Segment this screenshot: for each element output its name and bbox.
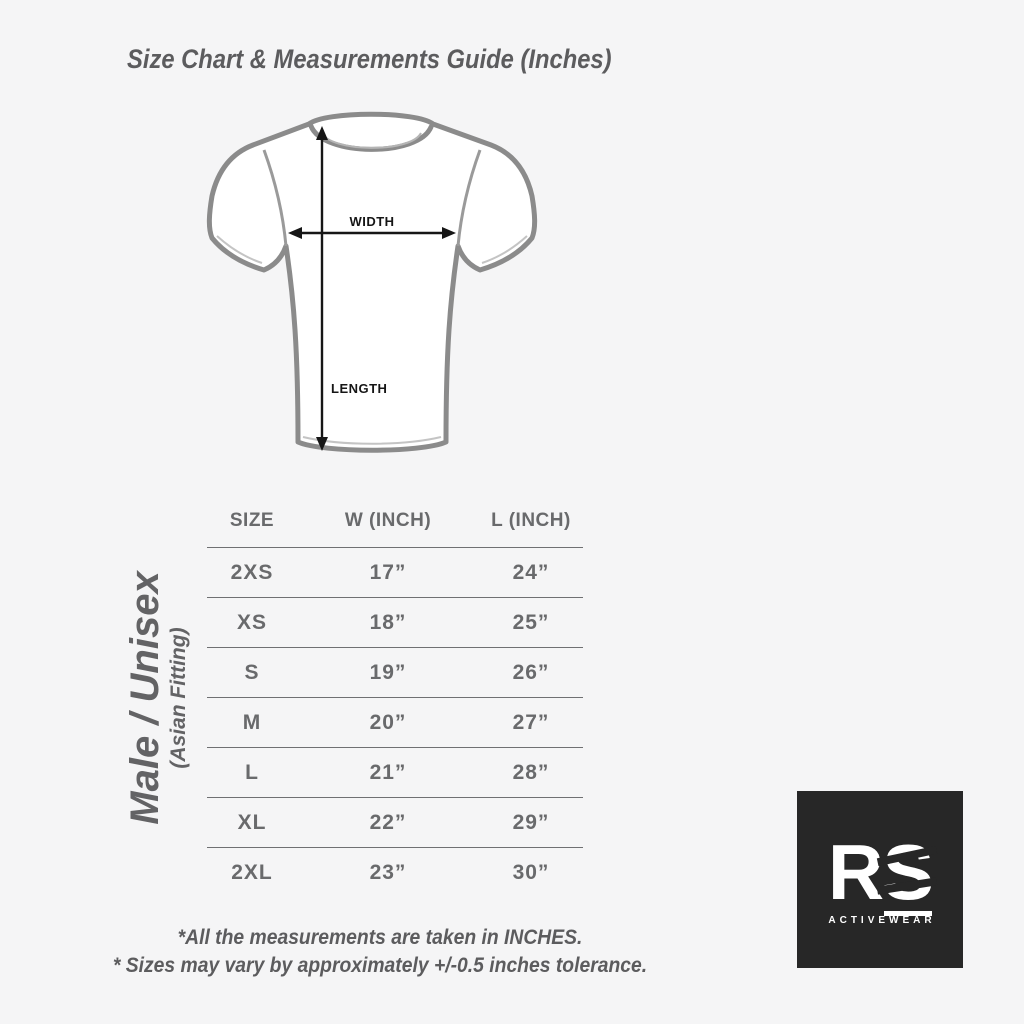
brand-logo-monogram: R S — [797, 828, 963, 916]
sleeve-seam-right — [456, 149, 482, 247]
length-arrow — [316, 126, 328, 451]
table-cell: 25” — [512, 610, 550, 634]
size-row-m: M 20” 27” — [207, 697, 583, 747]
size-row-l: L 21” 28” — [207, 747, 583, 797]
width-measure-label: WIDTH — [349, 214, 395, 229]
table-cell: 24” — [512, 560, 550, 584]
footnote-line2: * Sizes may vary by approximately +/-0.5… — [112, 954, 648, 977]
size-row-xl: XL 22” 29” — [207, 797, 583, 847]
logo-s-underline — [884, 911, 933, 916]
table-cell: XL — [237, 810, 267, 834]
column-header: L (INCH) — [491, 510, 571, 531]
table-cell: 27” — [512, 710, 550, 734]
table-cell: 26” — [512, 660, 550, 684]
tshirt-silhouette — [206, 111, 538, 453]
table-cell: 18” — [369, 610, 407, 634]
fit-category-main: Male / Unisex — [123, 571, 167, 825]
table-cell: 2XL — [231, 860, 273, 884]
table-cell: S — [244, 660, 260, 684]
table-cell: 29” — [512, 810, 550, 834]
table-cell: 28” — [512, 760, 550, 784]
fit-category-label: Male / Unisex (Asian Fitting) — [123, 548, 193, 848]
logo-wordmark: ACTIVEWEAR — [828, 915, 936, 926]
width-arrow — [288, 227, 456, 239]
footnote-line1: *All the measurements are taken in INCHE… — [177, 926, 583, 949]
column-header: SIZE — [229, 510, 275, 531]
table-header-row: SIZE W (INCH) L (INCH) — [207, 495, 583, 547]
table-cell: 23” — [369, 860, 407, 884]
table-cell: 17” — [369, 560, 407, 584]
table-cell: 20” — [369, 710, 407, 734]
cuff-hem-left — [216, 235, 263, 264]
table-cell: 22” — [369, 810, 407, 834]
footnotes: *All the measurements are taken in INCHE… — [86, 924, 675, 980]
table-cell: M — [242, 710, 262, 734]
table-cell: 2XS — [230, 560, 274, 584]
sleeve-seam-left — [262, 149, 288, 247]
brand-logo: R S ACTIVEWEAR — [797, 791, 963, 968]
fit-category-sub: (Asian Fitting) — [167, 627, 190, 769]
table-cell: 19” — [369, 660, 407, 684]
size-row-s: S 19” 26” — [207, 647, 583, 697]
logo-letter-s: S — [876, 833, 938, 916]
bottom-hem-line — [302, 436, 442, 445]
cuff-hem-right — [481, 235, 528, 264]
logo-letter-r: R — [827, 828, 884, 916]
size-row-xs: XS 18” 25” — [207, 597, 583, 647]
column-header: W (INCH) — [344, 510, 432, 531]
table-cell: L — [245, 760, 259, 784]
size-row-2xs: 2XS 17” 24” — [207, 547, 583, 597]
tshirt-diagram — [206, 111, 538, 453]
size-row-2xl: 2XL 23” 30” — [207, 847, 583, 897]
page-title: Size Chart & Measurements Guide (Inches) — [127, 44, 612, 74]
length-measure-label: LENGTH — [331, 381, 388, 396]
size-table: SIZE W (INCH) L (INCH) 2XS 17” 24” XS 18” 25” S 19… — [207, 495, 583, 897]
table-cell: 30” — [512, 860, 550, 884]
table-cell: 21” — [369, 760, 407, 784]
table-cell: XS — [236, 610, 267, 634]
